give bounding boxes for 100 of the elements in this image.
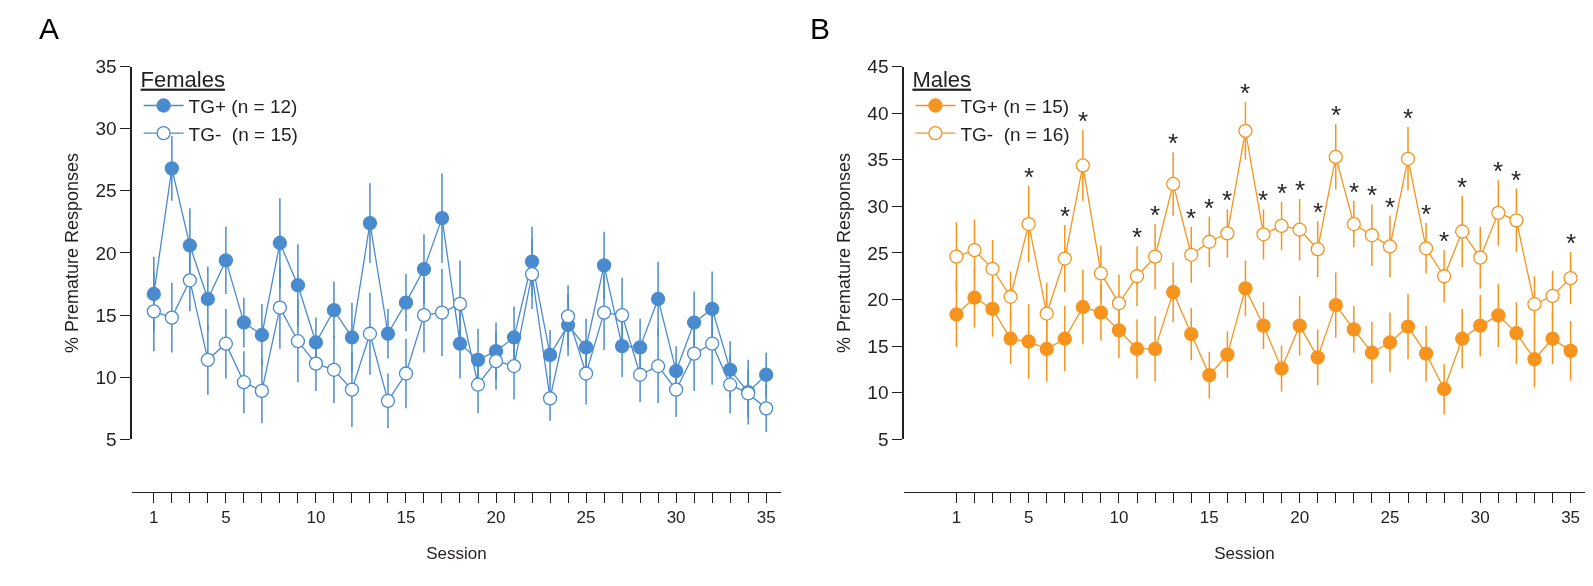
point <box>236 315 252 330</box>
point <box>1563 270 1578 286</box>
point <box>1039 341 1054 357</box>
point <box>686 346 702 361</box>
annotation: * <box>1168 128 1179 158</box>
point <box>218 336 234 351</box>
point <box>380 393 396 409</box>
point <box>759 367 774 382</box>
point <box>1256 318 1271 333</box>
point <box>1382 239 1398 254</box>
y-tick-label: 10 <box>95 366 117 388</box>
point <box>1256 227 1271 242</box>
y-tick-label: 5 <box>106 429 117 451</box>
point <box>200 352 216 367</box>
x-tick-label: 25 <box>1380 508 1400 528</box>
point <box>1328 298 1343 313</box>
y-tick-label: 25 <box>95 180 117 202</box>
point <box>1346 216 1361 232</box>
point <box>1039 306 1054 321</box>
x-tick-label: 5 <box>221 508 231 528</box>
point <box>1364 228 1380 243</box>
point <box>1220 226 1235 241</box>
point <box>434 305 450 320</box>
x-tick-label: 25 <box>576 508 596 528</box>
y-tick-label: 5 <box>877 429 889 451</box>
point <box>1400 151 1416 166</box>
annotation: * <box>1367 180 1378 210</box>
annotation: * <box>1331 100 1342 130</box>
point <box>1455 331 1470 346</box>
point <box>596 258 612 273</box>
x-tick-label: 20 <box>486 508 506 528</box>
point <box>164 310 179 325</box>
point <box>452 296 468 312</box>
point <box>470 377 486 392</box>
point <box>326 302 342 318</box>
point <box>326 362 342 377</box>
x-tick-label: 10 <box>1109 508 1129 528</box>
point <box>254 327 270 343</box>
annotation: * <box>1493 156 1504 186</box>
y-tick-label: 15 <box>95 304 117 326</box>
point <box>182 273 197 288</box>
point <box>1202 367 1217 383</box>
point <box>949 249 964 264</box>
point <box>1021 216 1036 232</box>
point <box>1310 350 1325 365</box>
point <box>290 278 306 293</box>
point <box>1147 341 1163 357</box>
point <box>1184 247 1199 262</box>
y-tick-label: 20 <box>95 242 117 264</box>
point <box>1129 341 1145 357</box>
x-tick-label: 15 <box>1199 508 1219 528</box>
annotation: * <box>1457 172 1468 202</box>
point <box>614 307 630 323</box>
point <box>1238 123 1253 138</box>
point <box>344 330 360 345</box>
point <box>182 238 197 253</box>
point <box>434 211 450 226</box>
y-tick-label: 45 <box>867 56 889 78</box>
point <box>488 353 504 369</box>
y-tick-label: 40 <box>867 102 889 124</box>
point <box>650 358 666 374</box>
point <box>398 295 414 310</box>
x-tick-label: 1 <box>149 508 159 528</box>
point <box>1400 319 1416 334</box>
point <box>967 290 982 305</box>
point <box>1310 242 1325 257</box>
legend-title: Females <box>140 66 225 92</box>
point <box>1003 289 1018 304</box>
point <box>1184 326 1199 342</box>
annotation: * <box>1277 178 1288 208</box>
annotation: * <box>1150 200 1161 230</box>
annotation: * <box>1566 228 1577 258</box>
point <box>164 161 179 176</box>
point <box>344 382 360 397</box>
point <box>1473 250 1488 265</box>
x-tick-label: 35 <box>1561 508 1581 528</box>
point <box>759 401 774 416</box>
legend-title: Males <box>912 66 972 92</box>
annotation: * <box>1024 162 1035 192</box>
point <box>1166 284 1181 300</box>
point <box>1003 331 1018 346</box>
point <box>632 367 648 382</box>
x-tick-label: 35 <box>756 508 776 528</box>
point <box>1220 347 1235 362</box>
x-tick-label: 15 <box>396 508 416 528</box>
point <box>308 356 324 371</box>
point <box>1057 251 1072 266</box>
y-tick-label: 15 <box>867 335 889 357</box>
y-tick-label: 30 <box>95 118 117 140</box>
legend-label: TG+ (n = 15) <box>960 95 1070 117</box>
point <box>1093 266 1109 281</box>
y-axis-title: % Premature Responses <box>834 152 855 353</box>
point <box>1075 158 1091 173</box>
x-tick-label: 30 <box>666 508 686 528</box>
point <box>1292 318 1307 333</box>
point <box>1093 305 1109 320</box>
x-tick-label: 5 <box>1023 508 1034 528</box>
point <box>1491 205 1506 220</box>
point <box>578 366 594 381</box>
point <box>290 334 306 349</box>
